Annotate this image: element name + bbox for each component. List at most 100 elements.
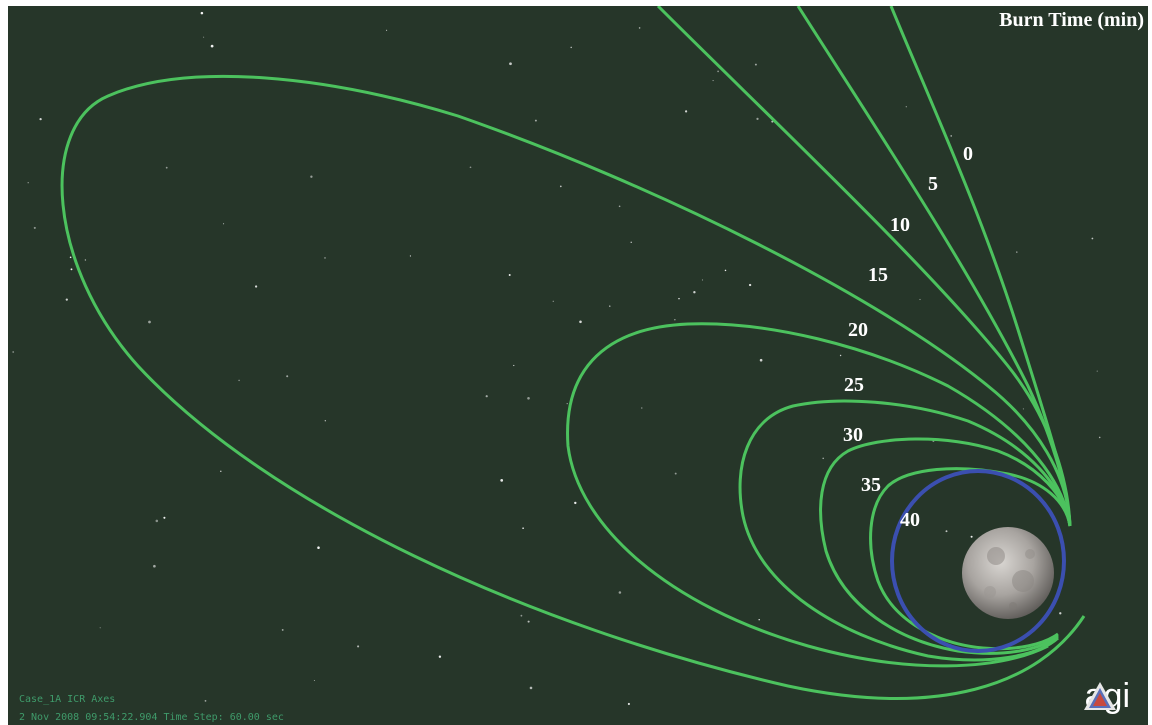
star (155, 519, 159, 523)
star (552, 300, 554, 302)
star (357, 645, 360, 648)
star (148, 320, 151, 324)
star (618, 205, 621, 208)
burn-label-30: 30 (843, 424, 863, 446)
star (748, 283, 752, 287)
star (508, 274, 511, 276)
star (905, 106, 907, 108)
star (674, 472, 677, 475)
star (65, 298, 68, 301)
star (386, 29, 388, 31)
burn-label-0: 0 (963, 143, 973, 165)
trajectory-20min (566, 322, 1072, 668)
star (693, 291, 696, 294)
star (238, 379, 240, 382)
burn-label-15: 15 (868, 264, 888, 286)
star (759, 358, 763, 362)
star (204, 700, 207, 702)
trajectory-group (60, 6, 1086, 700)
scenario-name-label: Case_1A ICR Axes (19, 694, 116, 705)
final-lunar-orbit (890, 469, 1066, 653)
3d-scene-viewport[interactable]: Burn Time (min) 0 5 10 15 20 25 30 35 40… (8, 6, 1148, 725)
star (945, 530, 948, 533)
trajectory-35min (869, 467, 1072, 651)
star (839, 354, 842, 357)
star-field (12, 11, 1101, 706)
star (70, 268, 73, 271)
star (678, 297, 680, 300)
star (712, 80, 714, 82)
burn-label-35: 35 (861, 474, 881, 496)
star (756, 117, 759, 121)
star (254, 285, 258, 288)
trajectory-15min (60, 74, 1086, 700)
burn-label-40: 40 (900, 509, 920, 531)
star (165, 166, 168, 169)
star (513, 364, 515, 367)
burn-label-25: 25 (844, 374, 864, 396)
star (469, 166, 472, 169)
trajectory-scene (12, 6, 1101, 706)
legend-title: Burn Time (min) (999, 9, 1144, 31)
star (701, 279, 704, 281)
star (950, 135, 953, 137)
star (220, 470, 222, 473)
star (310, 175, 313, 178)
star (99, 627, 101, 629)
moon-icon (962, 527, 1054, 619)
star (286, 375, 289, 378)
star (534, 119, 537, 122)
agi-logo: agi (1083, 679, 1130, 713)
star (203, 36, 205, 38)
star (1022, 408, 1024, 410)
star (529, 686, 533, 690)
star (317, 546, 320, 549)
star (324, 420, 326, 422)
star (970, 535, 973, 538)
star (409, 255, 411, 257)
star (724, 269, 727, 272)
star (754, 63, 757, 66)
star (566, 403, 568, 405)
star (27, 182, 29, 184)
star (570, 46, 572, 49)
star (1059, 612, 1062, 615)
burn-label-10: 10 (890, 214, 910, 236)
star (12, 351, 15, 353)
star (223, 223, 225, 225)
star (163, 516, 166, 519)
star (1091, 237, 1094, 240)
star (717, 70, 719, 73)
star (84, 259, 87, 261)
star (33, 226, 36, 229)
star (559, 185, 562, 188)
star (609, 305, 611, 307)
star (438, 655, 442, 658)
star (574, 501, 577, 505)
burn-label-5: 5 (928, 173, 938, 195)
time-readout-label: 2 Nov 2008 09:54:22.904 Time Step: 60.00… (19, 712, 284, 723)
star (527, 396, 530, 400)
star (324, 257, 326, 259)
star (522, 527, 524, 529)
trajectory-25min (738, 399, 1072, 662)
burn-label-20: 20 (848, 319, 868, 341)
star (281, 628, 284, 631)
star (627, 702, 630, 706)
star (485, 395, 488, 398)
star (618, 591, 622, 594)
star (39, 117, 42, 121)
star (822, 457, 824, 460)
star (520, 614, 523, 617)
trajectory-10min (656, 6, 1072, 527)
star (313, 679, 315, 682)
star (758, 618, 760, 621)
star (579, 320, 582, 324)
star (674, 319, 676, 321)
star (527, 620, 530, 623)
star (1016, 251, 1018, 253)
star (500, 479, 504, 482)
star (919, 298, 921, 301)
star (684, 110, 688, 113)
star (153, 564, 156, 568)
